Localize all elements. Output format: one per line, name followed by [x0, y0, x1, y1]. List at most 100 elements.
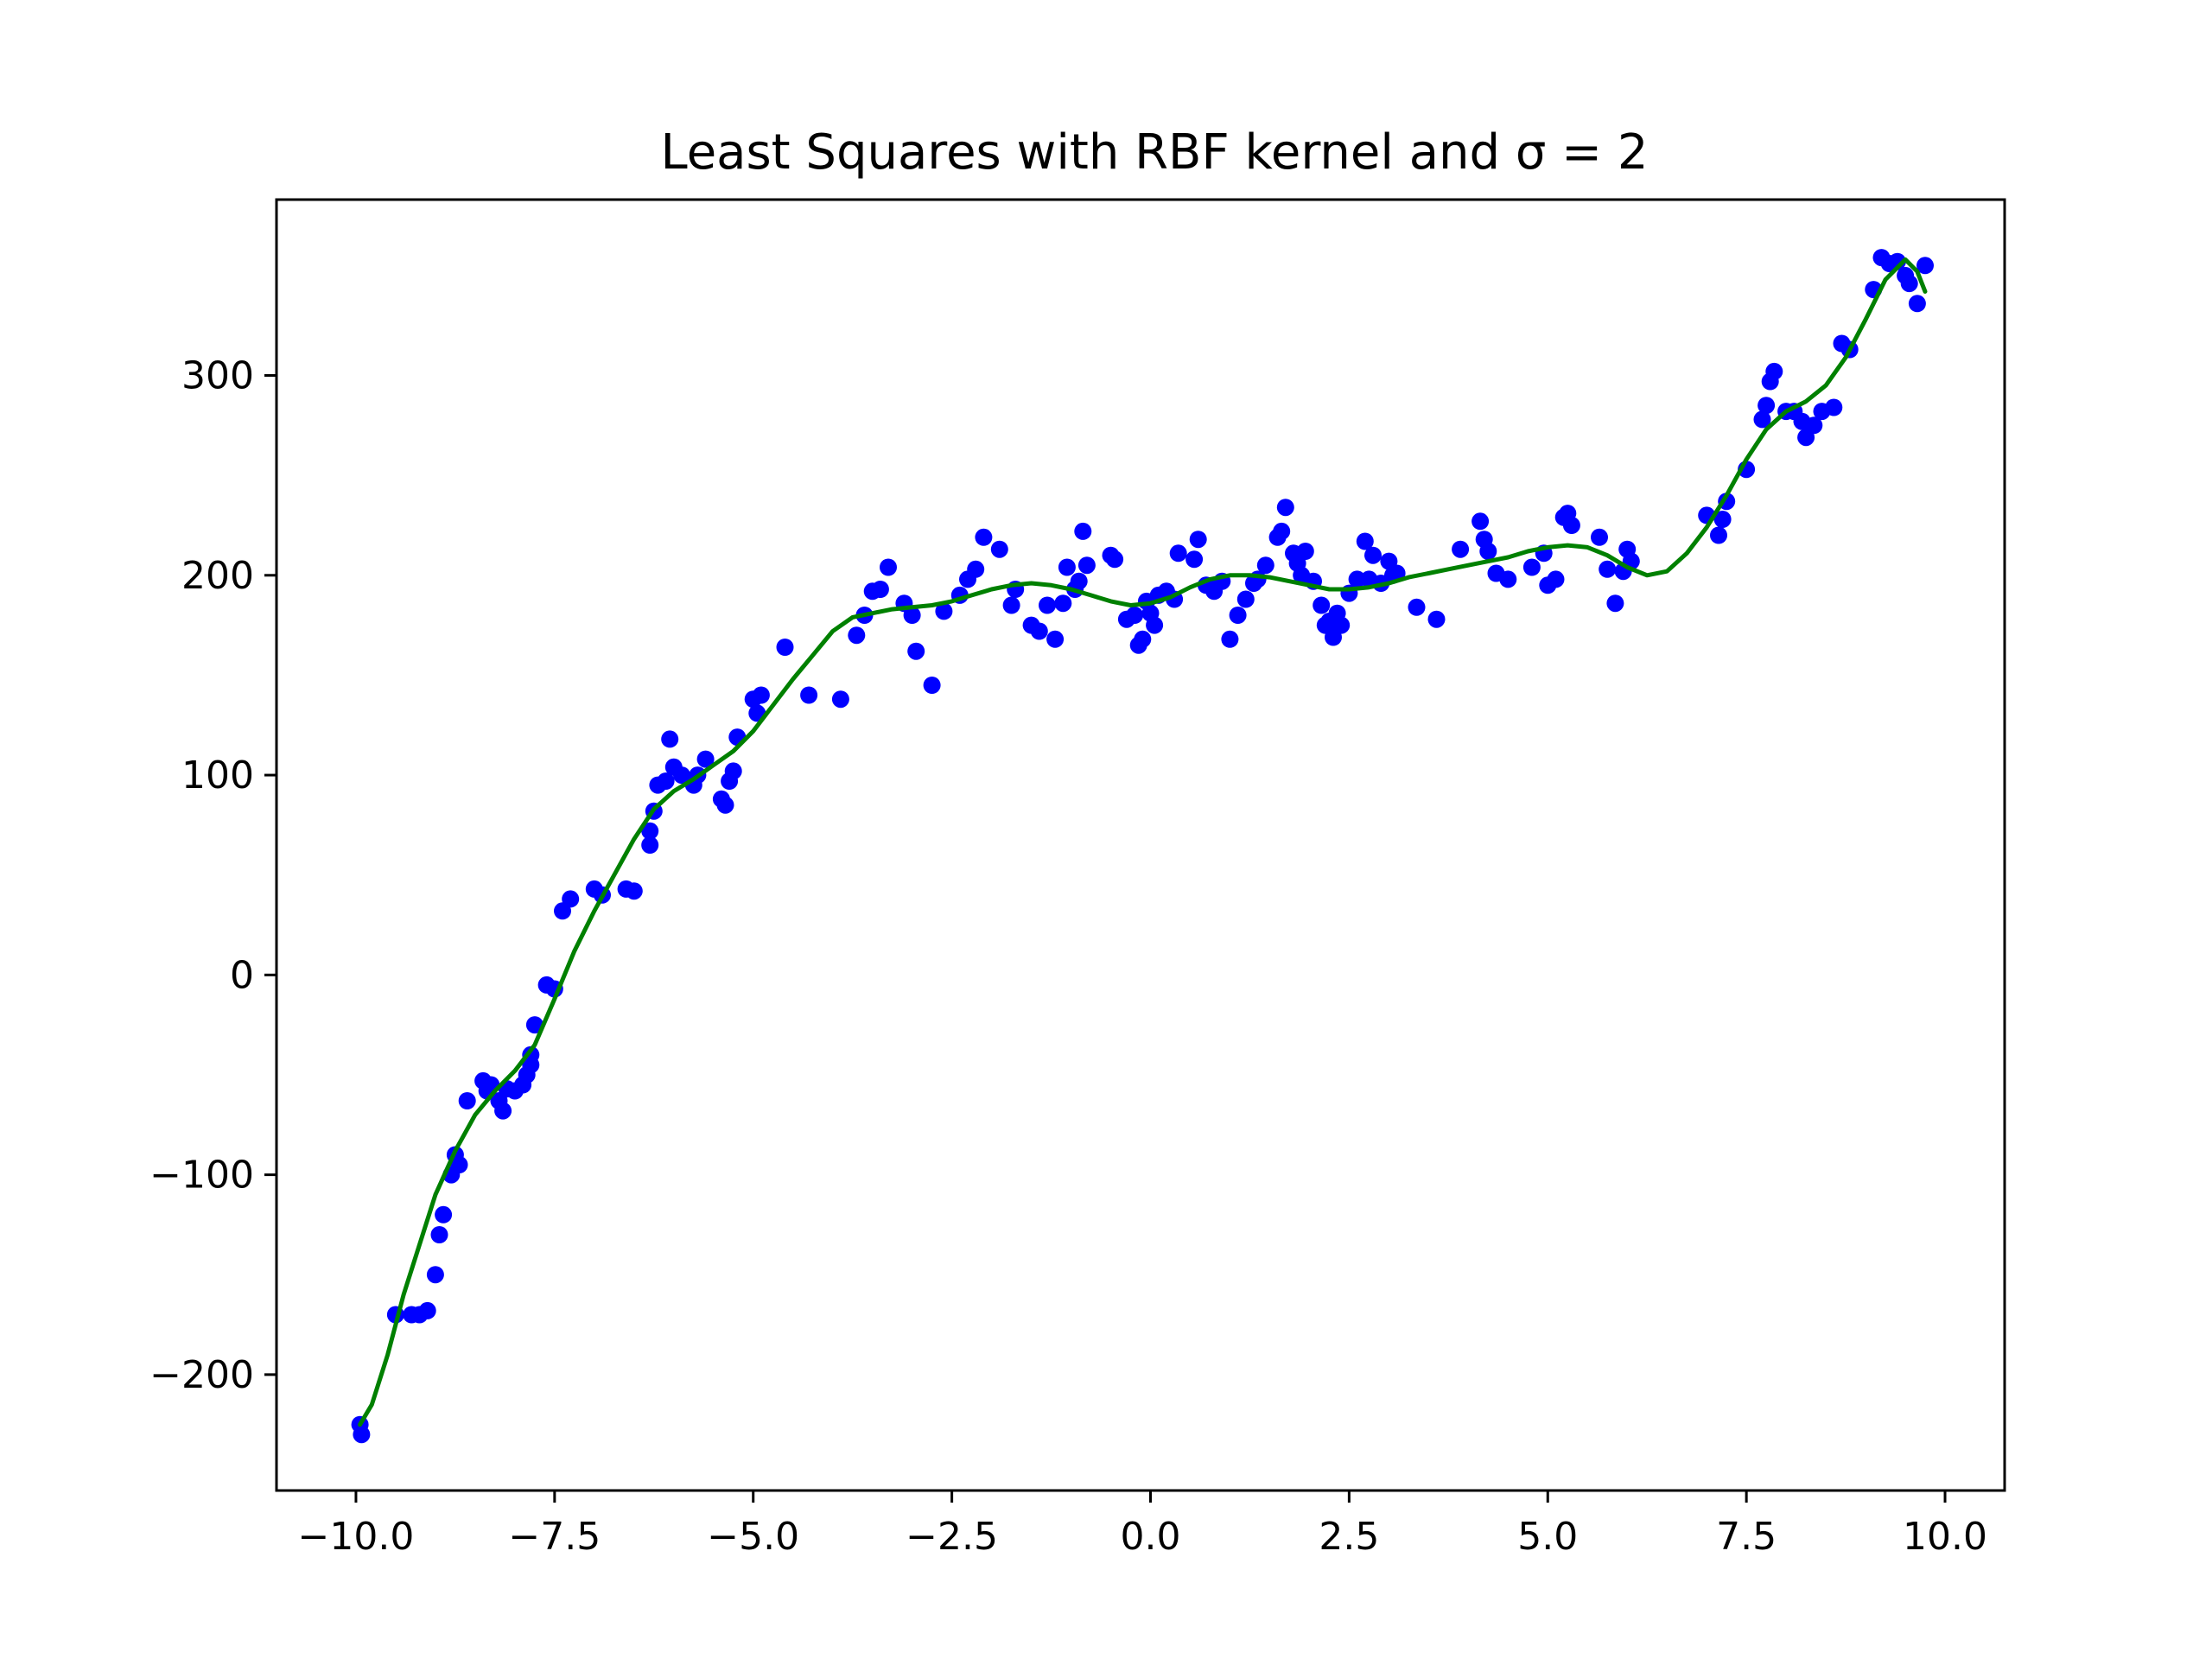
scatter-point [1908, 295, 1926, 313]
y-tick-label: 200 [181, 554, 254, 598]
scatter-point [1479, 543, 1497, 560]
axes-frame [275, 198, 2006, 1492]
y-tick-label: 0 [230, 953, 254, 997]
scatter-point [1039, 596, 1056, 614]
scatter-series [351, 249, 1934, 1444]
scatter-point [1522, 558, 1541, 576]
scatter-point [1805, 416, 1823, 435]
scatter-point [1348, 570, 1366, 588]
scatter-point [716, 796, 734, 814]
scatter-point [1074, 522, 1092, 540]
scatter-point [1765, 362, 1783, 380]
scatter-point [625, 882, 643, 900]
scatter-point [1189, 531, 1207, 549]
scatter-point [975, 528, 993, 546]
scatter-point [752, 686, 770, 704]
scatter-point [1256, 556, 1274, 575]
scatter-point [1710, 526, 1727, 544]
scatter-point [1408, 598, 1426, 616]
x-tick-label: −2.5 [906, 1515, 998, 1559]
scatter-point [1221, 630, 1239, 648]
x-tick-label: 0.0 [1121, 1515, 1181, 1559]
scatter-point [1356, 532, 1374, 550]
scatter-point [1229, 607, 1247, 624]
scatter-point [1276, 499, 1294, 517]
scatter-point [923, 677, 941, 694]
scatter-point [1599, 560, 1617, 578]
scatter-point [426, 1266, 444, 1284]
scatter-point [871, 581, 889, 598]
y-axis: −200 −100 0 100 200 300 [149, 354, 276, 1397]
x-tick-label: 7.5 [1716, 1515, 1777, 1559]
scatter-point [1332, 616, 1351, 634]
scatter-point [831, 690, 849, 709]
scatter-point [1126, 607, 1144, 624]
scatter-point [1002, 596, 1020, 614]
y-tick-label: 300 [181, 354, 254, 398]
scatter-point [1758, 397, 1776, 415]
scatter-point [1900, 275, 1918, 293]
scatter-point [907, 642, 925, 660]
scatter-point [353, 1426, 371, 1444]
scatter-point [641, 836, 659, 854]
scatter-point [1313, 596, 1331, 614]
x-tick-label: −7.5 [508, 1515, 601, 1559]
scatter-point [1185, 550, 1204, 569]
x-tick-label: −10.0 [298, 1515, 415, 1559]
y-tick-label: −200 [149, 1353, 254, 1397]
scatter-point [724, 762, 742, 780]
x-tick-label: −5.0 [707, 1515, 799, 1559]
scatter-point [903, 607, 921, 624]
scatter-point [848, 626, 866, 645]
scatter-point [1030, 622, 1048, 640]
scatter-point [1236, 590, 1255, 608]
data-layer [351, 249, 1934, 1444]
scatter-point [1054, 594, 1072, 613]
scatter-point [562, 890, 580, 908]
scatter-point [1606, 594, 1624, 613]
scatter-point [657, 772, 675, 790]
scatter-point [673, 766, 690, 785]
scatter-point [1713, 511, 1732, 528]
scatter-point [458, 1092, 476, 1109]
plot-area [275, 198, 2006, 1492]
scatter-point [1058, 558, 1076, 576]
scatter-point [1427, 610, 1446, 628]
scatter-point [880, 558, 897, 576]
scatter-point [525, 1016, 543, 1034]
y-tick-label: 100 [181, 753, 254, 798]
x-tick-label: 5.0 [1517, 1515, 1578, 1559]
scatter-point [1169, 544, 1187, 563]
scatter-point [1499, 570, 1517, 588]
scatter-point [1753, 410, 1771, 429]
scatter-point [776, 639, 794, 656]
scatter-point [1452, 540, 1470, 558]
scatter-point [661, 730, 679, 748]
scatter-point [990, 540, 1008, 558]
scatter-point [1364, 546, 1382, 564]
scatter-point [696, 750, 715, 768]
scatter-point [435, 1205, 453, 1224]
scatter-point [450, 1156, 468, 1173]
scatter-point [967, 560, 985, 578]
scatter-point [418, 1301, 436, 1319]
scatter-point [1106, 550, 1124, 569]
scatter-point [1825, 398, 1843, 416]
scatter-point [494, 1102, 512, 1120]
x-tick-label: 2.5 [1319, 1515, 1379, 1559]
scatter-point [1077, 556, 1096, 575]
x-axis: −10.0 −7.5 −5.0 −2.5 0.0 2.5 5.0 7.5 10.0 [298, 1491, 1987, 1559]
scatter-point [641, 822, 659, 840]
scatter-point [430, 1226, 448, 1243]
scatter-point [1547, 570, 1565, 588]
scatter-point [1070, 572, 1088, 590]
scatter-point [800, 686, 818, 704]
scatter-point [1296, 543, 1314, 560]
chart-title: Least Squares with RBF kernel and σ = 2 [660, 124, 1648, 181]
y-tick-label: −100 [149, 1154, 254, 1198]
scatter-point [1046, 630, 1065, 648]
x-tick-label: 10.0 [1903, 1515, 1987, 1559]
scatter-point [1471, 512, 1490, 531]
scatter-point [1134, 630, 1152, 648]
